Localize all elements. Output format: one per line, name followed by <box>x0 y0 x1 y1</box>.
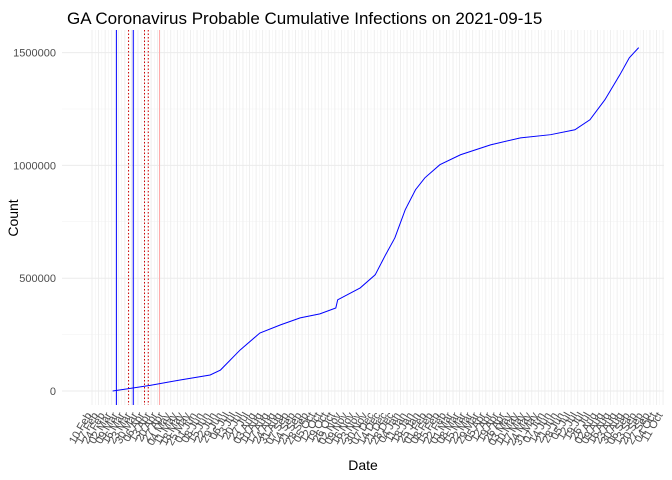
y-axis-title: Count <box>5 199 21 236</box>
y-tick-label: 1500000 <box>13 48 56 60</box>
y-tick-label: 0 <box>50 386 56 398</box>
chart-title: GA Coronavirus Probable Cumulative Infec… <box>67 9 542 28</box>
x-axis-title: Date <box>348 457 378 473</box>
data-line <box>112 47 640 392</box>
y-tick-label: 500000 <box>19 273 56 285</box>
y-tick-label: 1000000 <box>13 160 56 172</box>
